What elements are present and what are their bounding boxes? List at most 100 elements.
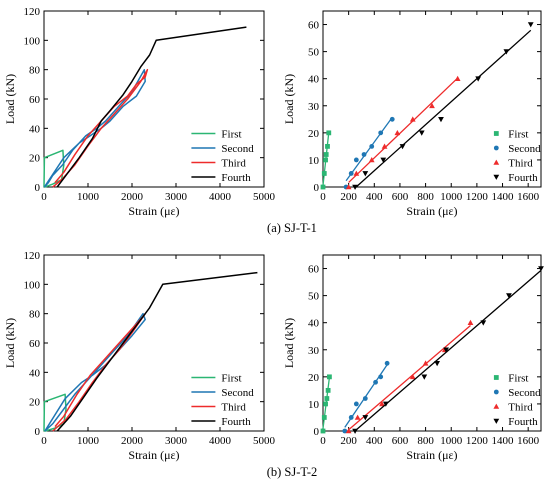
data-point (327, 374, 332, 380)
data-point (506, 293, 512, 299)
legend-label-second: Second (221, 387, 254, 399)
series-first (320, 374, 332, 434)
y-axis-title: Load (kN) (282, 318, 296, 368)
y-tick-label: 0 (314, 182, 320, 194)
legend-marker-third (493, 159, 500, 165)
x-tick-label: 3000 (165, 191, 188, 203)
data-point (538, 266, 544, 272)
data-point (389, 116, 395, 122)
y-tick-label: 100 (24, 279, 41, 291)
fit-line-third (348, 325, 471, 431)
y-tick-label: 10 (308, 155, 320, 167)
y-axis-title: Load (kN) (3, 318, 17, 368)
x-tick-label: 0 (320, 435, 326, 447)
legend-marker-fourth (493, 174, 500, 180)
data-point (348, 171, 354, 176)
legend-label-fourth: Fourth (508, 416, 538, 428)
data-point (429, 102, 435, 109)
data-point (321, 415, 327, 420)
x-axis-title: Strain (με) (128, 448, 179, 462)
data-point (321, 171, 327, 176)
fit-line-fourth (354, 29, 532, 189)
legend-label-first: First (508, 373, 528, 385)
data-point (369, 143, 375, 149)
y-tick-label: 40 (308, 74, 320, 86)
x-tick-label: 800 (417, 191, 434, 203)
y-tick-label: 40 (29, 367, 41, 379)
data-point (503, 49, 510, 55)
y-tick-label: 50 (308, 47, 320, 59)
data-point (527, 22, 534, 28)
legend: First Second Third Fourth (191, 129, 254, 184)
y-tick-label: 30 (308, 101, 320, 113)
caption-b: (b) SJ-T-2 (267, 465, 318, 479)
data-point (378, 374, 384, 380)
x-tick-label: 1000 (440, 191, 463, 203)
series-fourth (56, 26, 247, 188)
data-point (348, 415, 354, 420)
series-fourth (352, 22, 534, 190)
chart-b-left: 0 1000 2000 3000 4000 5000 0 20 40 60 80 100 120 Stra… (3, 250, 276, 462)
legend-label-first: First (221, 373, 241, 385)
x-axis-title: Strain (με) (406, 448, 457, 462)
data-point (380, 157, 387, 163)
y-tick-label: 120 (24, 250, 41, 262)
x-tick-label: 1000 (77, 191, 100, 203)
data-point (381, 143, 388, 149)
x-tick-label: 5000 (253, 435, 276, 447)
y-tick-label: 80 (29, 65, 41, 77)
legend-marker-first (493, 375, 499, 380)
series-second (43, 68, 146, 188)
data-point (342, 428, 348, 434)
legend-label-fourth: Fourth (508, 172, 538, 184)
y-tick-label: 60 (308, 20, 320, 32)
y-tick-label: 20 (29, 153, 41, 165)
data-point (324, 396, 330, 401)
x-tick-label: 0 (41, 435, 47, 447)
data-point (382, 401, 389, 407)
data-point (409, 116, 416, 122)
data-point (379, 401, 385, 407)
y-tick-label: 30 (308, 345, 320, 357)
plot-frame (322, 10, 542, 188)
data-point (326, 130, 332, 136)
series-second (343, 116, 395, 190)
series-line-second (43, 68, 146, 188)
series-first (320, 130, 332, 190)
y-tick-label: 40 (29, 123, 41, 135)
data-point (467, 319, 474, 325)
data-point (323, 152, 329, 157)
x-tick-label: 4000 (209, 191, 232, 203)
y-tick-label: 40 (308, 318, 320, 330)
data-point (362, 396, 368, 401)
legend-label-fourth: Fourth (221, 172, 251, 184)
series-third (345, 75, 461, 190)
x-tick-label: 2000 (121, 191, 144, 203)
data-point (418, 130, 425, 136)
data-point (378, 130, 384, 136)
y-tick-label: 20 (308, 372, 320, 384)
data-point (454, 75, 461, 81)
y-tick-label: 60 (308, 264, 320, 276)
series-first (43, 393, 67, 432)
x-tick-label: 400 (366, 191, 383, 203)
fit-line-second (345, 116, 393, 182)
data-point (354, 414, 361, 420)
y-tick-label: 20 (29, 397, 41, 409)
legend-label-second: Second (221, 143, 254, 155)
y-tick-label: 20 (308, 128, 320, 140)
x-tick-label: 800 (417, 435, 434, 447)
y-tick-label: 10 (308, 399, 320, 411)
chart-a-right: 0 200 400 600 800 1000 1200 1400 1600 0 10 20 30 40 50… (282, 10, 542, 218)
data-point (353, 157, 359, 163)
x-tick-label: 5000 (253, 191, 276, 203)
x-tick-label: 0 (41, 191, 47, 203)
series-line-fourth (56, 26, 247, 188)
series-fourth (352, 266, 544, 434)
data-point (323, 157, 328, 163)
x-tick-label: 2000 (121, 435, 144, 447)
data-point (480, 320, 487, 326)
plot-frame (322, 254, 542, 432)
series-line-first (43, 393, 67, 432)
